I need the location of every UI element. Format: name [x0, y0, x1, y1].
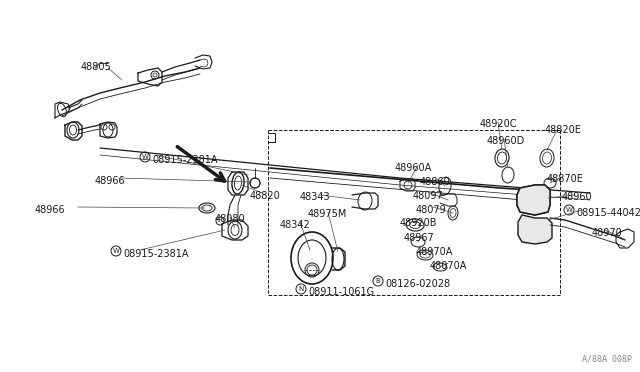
- Text: 48960D: 48960D: [487, 136, 525, 146]
- Text: 48097: 48097: [413, 191, 444, 201]
- Text: W: W: [566, 207, 572, 213]
- Text: 48870E: 48870E: [547, 174, 584, 184]
- Text: 48970A: 48970A: [416, 247, 453, 257]
- Text: W: W: [113, 248, 120, 254]
- Text: 48079: 48079: [416, 205, 447, 215]
- Text: 08915-44042: 08915-44042: [576, 208, 640, 218]
- Text: W: W: [141, 154, 148, 160]
- Text: 08915-2381A: 08915-2381A: [123, 249, 189, 259]
- Text: N: N: [298, 286, 303, 292]
- Text: 48966: 48966: [35, 205, 66, 215]
- Text: 48960: 48960: [562, 192, 593, 202]
- Text: 48920B: 48920B: [400, 218, 438, 228]
- Text: 48960A: 48960A: [395, 163, 432, 173]
- Polygon shape: [517, 185, 550, 215]
- Text: 08915-2381A: 08915-2381A: [152, 155, 218, 165]
- Text: 48860: 48860: [420, 177, 451, 187]
- Text: A/88A 008P: A/88A 008P: [582, 355, 632, 364]
- Polygon shape: [517, 185, 550, 215]
- Text: 48966: 48966: [95, 176, 125, 186]
- Text: 48070A: 48070A: [430, 261, 467, 271]
- Text: 48820: 48820: [250, 191, 281, 201]
- Text: B: B: [376, 278, 380, 284]
- Text: 48970: 48970: [592, 228, 623, 238]
- Text: 48342: 48342: [280, 220, 311, 230]
- Text: 48967: 48967: [404, 233, 435, 243]
- Text: 48920C: 48920C: [480, 119, 518, 129]
- Text: 48975M: 48975M: [308, 209, 348, 219]
- Text: 48343: 48343: [300, 192, 331, 202]
- Polygon shape: [518, 215, 552, 244]
- Text: 08911-1061G: 08911-1061G: [308, 287, 374, 297]
- Text: 08126-02028: 08126-02028: [385, 279, 450, 289]
- Text: 48805: 48805: [81, 62, 112, 72]
- Text: 48080: 48080: [215, 214, 246, 224]
- Text: 48820E: 48820E: [545, 125, 582, 135]
